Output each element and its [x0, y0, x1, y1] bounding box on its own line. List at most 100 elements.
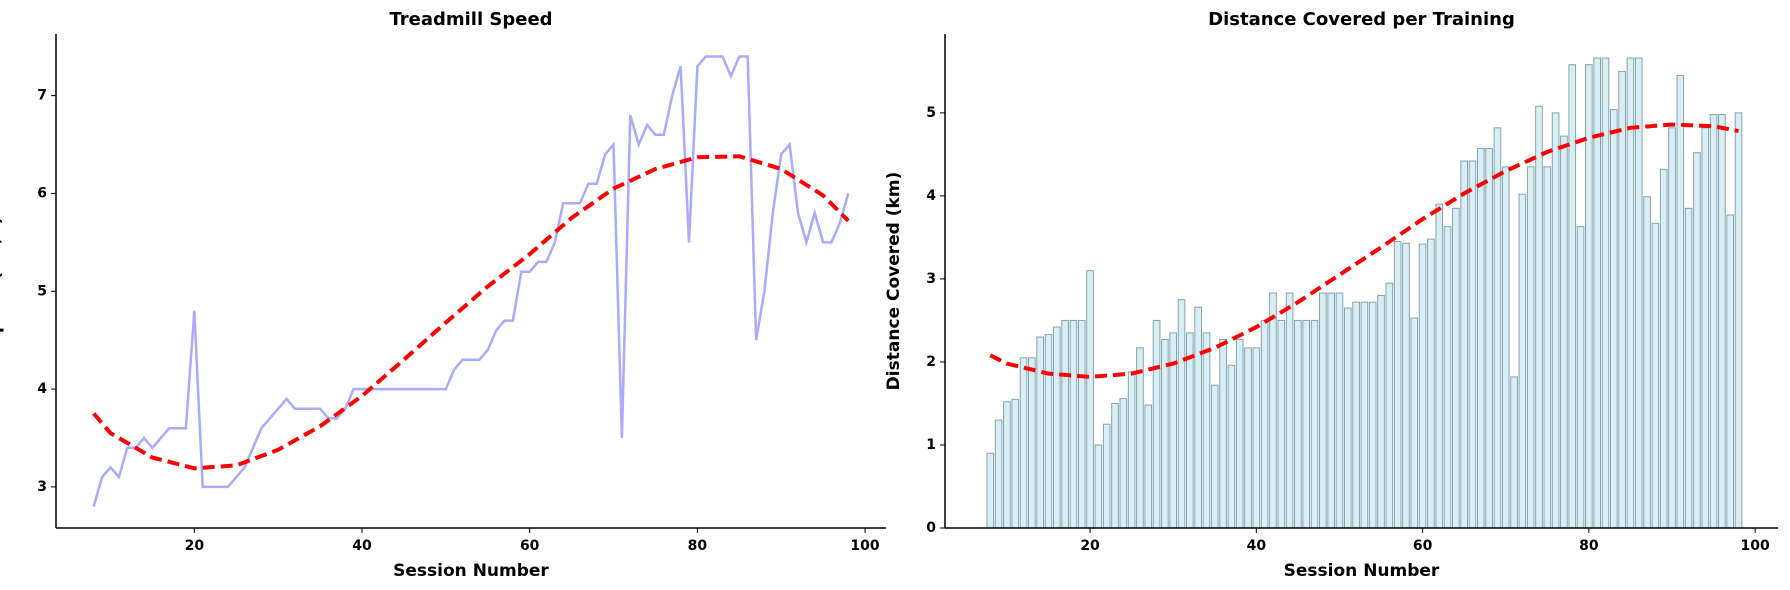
bar	[1402, 242, 1410, 529]
chart-title: Distance Covered per Training	[1208, 9, 1515, 30]
bar	[1335, 292, 1344, 529]
bar	[1526, 166, 1535, 529]
bar	[1485, 148, 1493, 529]
bar	[1210, 384, 1219, 529]
bar	[1302, 319, 1311, 529]
chart-title: Treadmill Speed	[389, 9, 552, 30]
y-tick-label: 3	[37, 479, 47, 495]
x-tick-label: 40	[352, 538, 372, 554]
bar	[1052, 326, 1061, 529]
bar	[1235, 339, 1244, 529]
bar	[1443, 226, 1452, 529]
bar	[1643, 196, 1651, 529]
speed-line	[92, 55, 850, 507]
bar	[1144, 404, 1153, 529]
bar	[1601, 57, 1610, 529]
x-tick-label: 80	[1579, 538, 1599, 554]
x-axis-label: Session Number	[393, 561, 549, 581]
bar	[1618, 70, 1626, 529]
y-tick-label: 4	[926, 188, 936, 204]
bar	[1136, 347, 1144, 529]
x-tick-label: 80	[688, 538, 708, 554]
bar	[986, 452, 995, 529]
bar	[1260, 319, 1269, 529]
bar	[1069, 319, 1078, 529]
bar	[1493, 127, 1502, 529]
bar	[1734, 112, 1743, 529]
bar	[1393, 241, 1402, 529]
bar	[1551, 112, 1560, 529]
bar	[1077, 319, 1086, 529]
bar	[1593, 57, 1602, 529]
bar	[1468, 160, 1477, 529]
bar	[1718, 114, 1726, 529]
bar	[1294, 319, 1302, 529]
bar	[1560, 135, 1568, 529]
bar	[1684, 207, 1693, 529]
bar	[1244, 347, 1252, 529]
bar	[1177, 299, 1186, 529]
bar	[1127, 371, 1136, 529]
bar	[1277, 319, 1286, 529]
bar	[1452, 207, 1460, 529]
bar	[1377, 295, 1385, 529]
bar	[1327, 292, 1335, 529]
bar	[1111, 402, 1119, 529]
bar	[1044, 334, 1053, 529]
bar	[1252, 347, 1261, 529]
bar	[1028, 357, 1036, 529]
bar	[1543, 166, 1552, 529]
bar	[994, 419, 1003, 529]
bar	[1709, 114, 1718, 529]
y-tick-label: 5	[926, 105, 936, 121]
bar	[1186, 332, 1194, 529]
y-tick-label: 7	[37, 88, 47, 104]
y-tick-label: 2	[926, 354, 936, 370]
bar	[1352, 301, 1360, 529]
bar	[1219, 339, 1227, 529]
bar	[1659, 168, 1668, 529]
bar	[1435, 203, 1444, 529]
bar	[1036, 336, 1045, 529]
bar	[1410, 317, 1419, 529]
bar	[1269, 292, 1277, 529]
bar	[1003, 401, 1011, 529]
bar	[1568, 64, 1577, 529]
x-tick-label: 100	[1741, 538, 1770, 554]
bar	[1119, 397, 1128, 529]
x-tick-label: 20	[1080, 538, 1100, 554]
bar	[1427, 238, 1435, 529]
y-axis-label: Speed (km/h)	[0, 217, 5, 345]
bar	[1460, 160, 1468, 529]
trend-line	[989, 122, 1739, 379]
bar	[1161, 339, 1169, 529]
bar	[1360, 301, 1369, 529]
y-tick-label: 0	[926, 520, 936, 536]
bar	[1094, 444, 1103, 529]
bar	[1310, 319, 1319, 529]
bar	[1285, 292, 1294, 529]
bar	[1319, 292, 1327, 529]
bar	[1476, 148, 1485, 529]
x-tick-label: 40	[1247, 538, 1267, 554]
trend-line	[92, 154, 850, 471]
x-tick-label: 100	[850, 538, 879, 554]
bar	[1693, 152, 1701, 529]
bar	[1011, 398, 1020, 529]
bar	[1518, 193, 1527, 529]
bar	[1609, 109, 1618, 529]
bar	[1086, 270, 1094, 529]
bar	[1701, 127, 1710, 529]
bar	[1676, 75, 1685, 529]
bar	[1194, 306, 1202, 529]
bar	[1368, 301, 1377, 529]
bar	[1535, 105, 1543, 529]
y-tick-label: 5	[37, 283, 47, 299]
y-tick-label: 6	[37, 185, 47, 201]
x-tick-label: 20	[185, 538, 205, 554]
bar	[1668, 127, 1676, 529]
y-axis-label: Distance Covered (km)	[884, 172, 904, 391]
y-tick-label: 3	[926, 271, 936, 287]
bar	[1152, 319, 1161, 529]
